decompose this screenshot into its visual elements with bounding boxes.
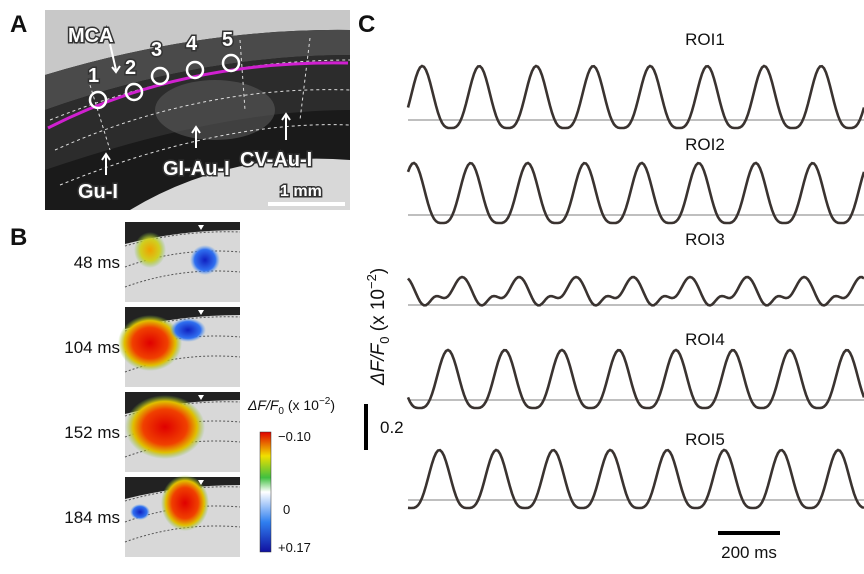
time-label: 152 ms <box>64 423 120 442</box>
panel-label: B <box>10 224 27 251</box>
slice-image <box>45 10 351 210</box>
marker <box>198 310 204 315</box>
trace-title: ROI5 <box>685 430 725 449</box>
traces: ROI1 ROI2 ROI3 ROI4 ROI5 <box>406 30 864 510</box>
region-label: GI-Au-I <box>163 158 230 180</box>
activity <box>130 504 150 520</box>
colorbar-title: ΔF/F0 (x 10−2) <box>247 396 335 417</box>
amplitude-scale-label: 0.2 <box>380 418 404 437</box>
annotation: MCA <box>68 25 114 47</box>
roi-label: 5 <box>222 29 233 51</box>
roi-label: 4 <box>186 33 198 55</box>
activity <box>190 245 220 275</box>
roi-label: 2 <box>125 57 136 79</box>
thumbnail-top <box>125 222 240 244</box>
trace <box>406 348 864 410</box>
panel-label: A <box>10 11 27 38</box>
colorbar <box>259 431 272 553</box>
thumbnail-top <box>125 307 240 329</box>
trace <box>406 161 864 225</box>
trace <box>406 64 864 130</box>
scale-bar-label: 1 mm <box>280 183 322 200</box>
marker <box>198 225 204 230</box>
time-label: 48 ms <box>74 253 120 272</box>
panel-label: C <box>358 11 375 38</box>
trace <box>407 448 864 510</box>
y-axis-label: ΔF/F0 (x 10−2) <box>364 268 392 386</box>
roi-label: 1 <box>88 65 99 87</box>
trace-title: ROI3 <box>685 230 725 249</box>
trace-title: ROI2 <box>685 135 725 154</box>
colorbar-tick: 0 <box>283 502 290 517</box>
trace-title: ROI1 <box>685 30 725 49</box>
activity <box>134 232 166 268</box>
region-label: CV-Au-I <box>240 149 312 171</box>
region-label: Gu-I <box>78 181 118 203</box>
marker <box>198 480 204 485</box>
roi-label: 3 <box>151 39 162 61</box>
colorbar-tick: −0.10 <box>278 429 311 444</box>
trace-title: ROI4 <box>685 330 725 349</box>
activity <box>125 395 205 459</box>
activity <box>161 475 209 531</box>
thumbnails: 48 ms 104 ms 152 ms 184 ms <box>64 222 241 557</box>
colorbar-tick: +0.17 <box>278 540 311 555</box>
time-label: 184 ms <box>64 508 120 527</box>
trace <box>406 275 864 307</box>
marker <box>198 395 204 400</box>
time-scale-label: 200 ms <box>721 543 777 562</box>
activity <box>170 318 206 342</box>
time-label: 104 ms <box>64 338 120 357</box>
activity <box>118 315 182 371</box>
